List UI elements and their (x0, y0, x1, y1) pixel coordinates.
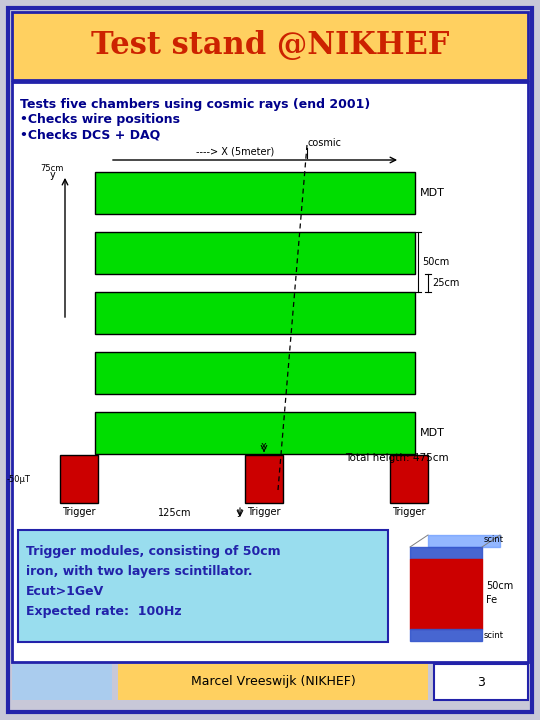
Text: MDT: MDT (420, 428, 445, 438)
Text: x: x (261, 441, 267, 451)
Text: scint: scint (484, 536, 504, 544)
Text: ----> X (5meter): ----> X (5meter) (196, 146, 274, 156)
Bar (95, 232, 415, 274)
Text: scint: scint (484, 631, 504, 639)
Polygon shape (410, 629, 482, 641)
FancyBboxPatch shape (12, 12, 528, 80)
Text: Fe: Fe (486, 595, 497, 605)
Text: Marcel Vreeswijk (NIKHEF): Marcel Vreeswijk (NIKHEF) (191, 675, 355, 688)
Bar (95, 352, 415, 394)
Text: 3: 3 (477, 675, 485, 688)
Polygon shape (428, 535, 500, 547)
Text: cosmic: cosmic (308, 138, 342, 148)
Text: Tests five chambers using cosmic rays (end 2001): Tests five chambers using cosmic rays (e… (20, 98, 370, 111)
Text: 75cm: 75cm (40, 164, 63, 173)
Bar (245, 455, 283, 503)
Bar (95, 412, 415, 454)
Text: MDT: MDT (420, 188, 445, 198)
Text: Trigger: Trigger (392, 507, 426, 517)
Text: 125cm: 125cm (158, 508, 192, 518)
Text: Total heigth: 475cm: Total heigth: 475cm (345, 453, 449, 463)
FancyBboxPatch shape (18, 530, 388, 642)
Text: Expected rate:  100Hz: Expected rate: 100Hz (26, 605, 181, 618)
Text: Trigger modules, consisting of 50cm: Trigger modules, consisting of 50cm (26, 545, 281, 558)
FancyBboxPatch shape (12, 82, 528, 662)
Text: Trigger: Trigger (62, 507, 96, 517)
Text: y: y (237, 507, 243, 517)
Bar (118, 664, 428, 700)
Text: iron, with two layers scintillator.: iron, with two layers scintillator. (26, 565, 253, 578)
Bar (95, 172, 415, 214)
Text: •Checks wire positions: •Checks wire positions (20, 113, 180, 126)
Text: Test stand @NIKHEF: Test stand @NIKHEF (91, 30, 449, 61)
Bar (12, 664, 112, 700)
Text: 50cm: 50cm (422, 257, 449, 267)
Text: Trigger: Trigger (247, 507, 281, 517)
FancyBboxPatch shape (8, 8, 532, 712)
Text: y: y (49, 170, 55, 180)
Bar (390, 455, 428, 503)
Polygon shape (410, 559, 482, 629)
Text: -50μT: -50μT (6, 474, 30, 484)
Bar (95, 292, 415, 334)
Bar (434, 664, 528, 700)
Text: 25cm: 25cm (432, 278, 460, 288)
Bar (60, 455, 98, 503)
Text: •Checks DCS + DAQ: •Checks DCS + DAQ (20, 128, 160, 141)
Text: 50cm: 50cm (486, 581, 513, 591)
Polygon shape (410, 547, 482, 559)
Text: Ecut>1GeV: Ecut>1GeV (26, 585, 104, 598)
